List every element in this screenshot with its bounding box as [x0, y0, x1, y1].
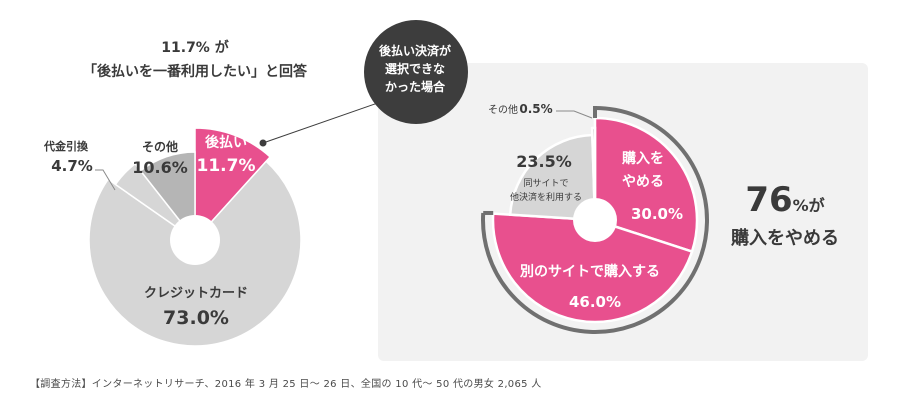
slice-atobarai: [194, 127, 272, 242]
left-title-line2: 「後払いを一番利用したい」と回答: [83, 64, 307, 80]
summary-number: 76: [745, 180, 793, 220]
label-atobarai-name: 後払い: [205, 134, 247, 151]
label-cod-name: 代金引換: [43, 139, 89, 153]
callout-line: [262, 97, 393, 144]
right-pie-chart: [481, 106, 709, 334]
label-othersite-name: 別のサイトで購入する: [519, 263, 660, 280]
label-other-r-name: その他: [488, 103, 518, 116]
bubble-line1: 後払い決済が: [378, 44, 451, 58]
label-stop-value: 30.0%: [631, 205, 683, 223]
chart-labels: 後払い 11.7% その他 10.6% 代金引換 4.7% クレジットカード 73.0% 購入を…: [43, 102, 683, 329]
label-credit-value: 73.0%: [163, 307, 229, 329]
footnote: 【調査方法】インターネットリサーチ、2016 年 3 月 25 日〜 26 日、…: [30, 379, 542, 390]
bubble-text: 後払い決済が 選択できな かった場合: [360, 42, 470, 96]
summary-callout: 76%が 購入をやめる: [715, 180, 855, 250]
slice-other-payment: [508, 133, 597, 222]
slice-other-site: [491, 212, 694, 324]
bubble-line2: 選択できな: [384, 62, 445, 76]
label-othersite-value: 46.0%: [569, 293, 621, 311]
slice-other: [590, 126, 597, 221]
right-donut-hole: [573, 198, 617, 242]
bubble-line3: かった場合: [384, 80, 445, 94]
label-otherpay-name-1: 同サイトで: [523, 178, 568, 189]
label-otherpay-value: 23.5%: [516, 152, 572, 171]
label-other-name: その他: [142, 139, 178, 154]
left-donut-hole: [170, 215, 220, 265]
label-stop-name-1: 購入を: [621, 150, 664, 167]
label-cod-value: 4.7%: [51, 157, 93, 175]
left-pie-chart: [88, 127, 302, 347]
left-title-line1: 11.7% が: [161, 40, 229, 56]
bubble-circle: [364, 20, 468, 124]
summary-line2: 購入をやめる: [731, 228, 839, 249]
label-credit-name: クレジットカード: [144, 286, 248, 301]
slice-cod: [114, 162, 196, 241]
slice-other: [139, 151, 196, 243]
cod-leader: [95, 169, 116, 191]
label-otherpay-name-2: 他決済を利用する: [510, 191, 582, 203]
label-stop-name-2: やめる: [622, 174, 664, 190]
summary-unit: %が: [792, 196, 825, 215]
label-atobarai-value: 11.7%: [197, 156, 256, 176]
label-other-value: 10.6%: [132, 158, 188, 177]
slice-stop-buying: [593, 116, 699, 254]
label-other-r-value: 0.5%: [519, 102, 552, 116]
bracket-arc: [481, 106, 709, 334]
left-chart-title: 11.7% が 「後払いを一番利用したい」と回答: [40, 36, 350, 84]
callout-dot: [259, 139, 267, 147]
other-leader: [556, 110, 593, 119]
